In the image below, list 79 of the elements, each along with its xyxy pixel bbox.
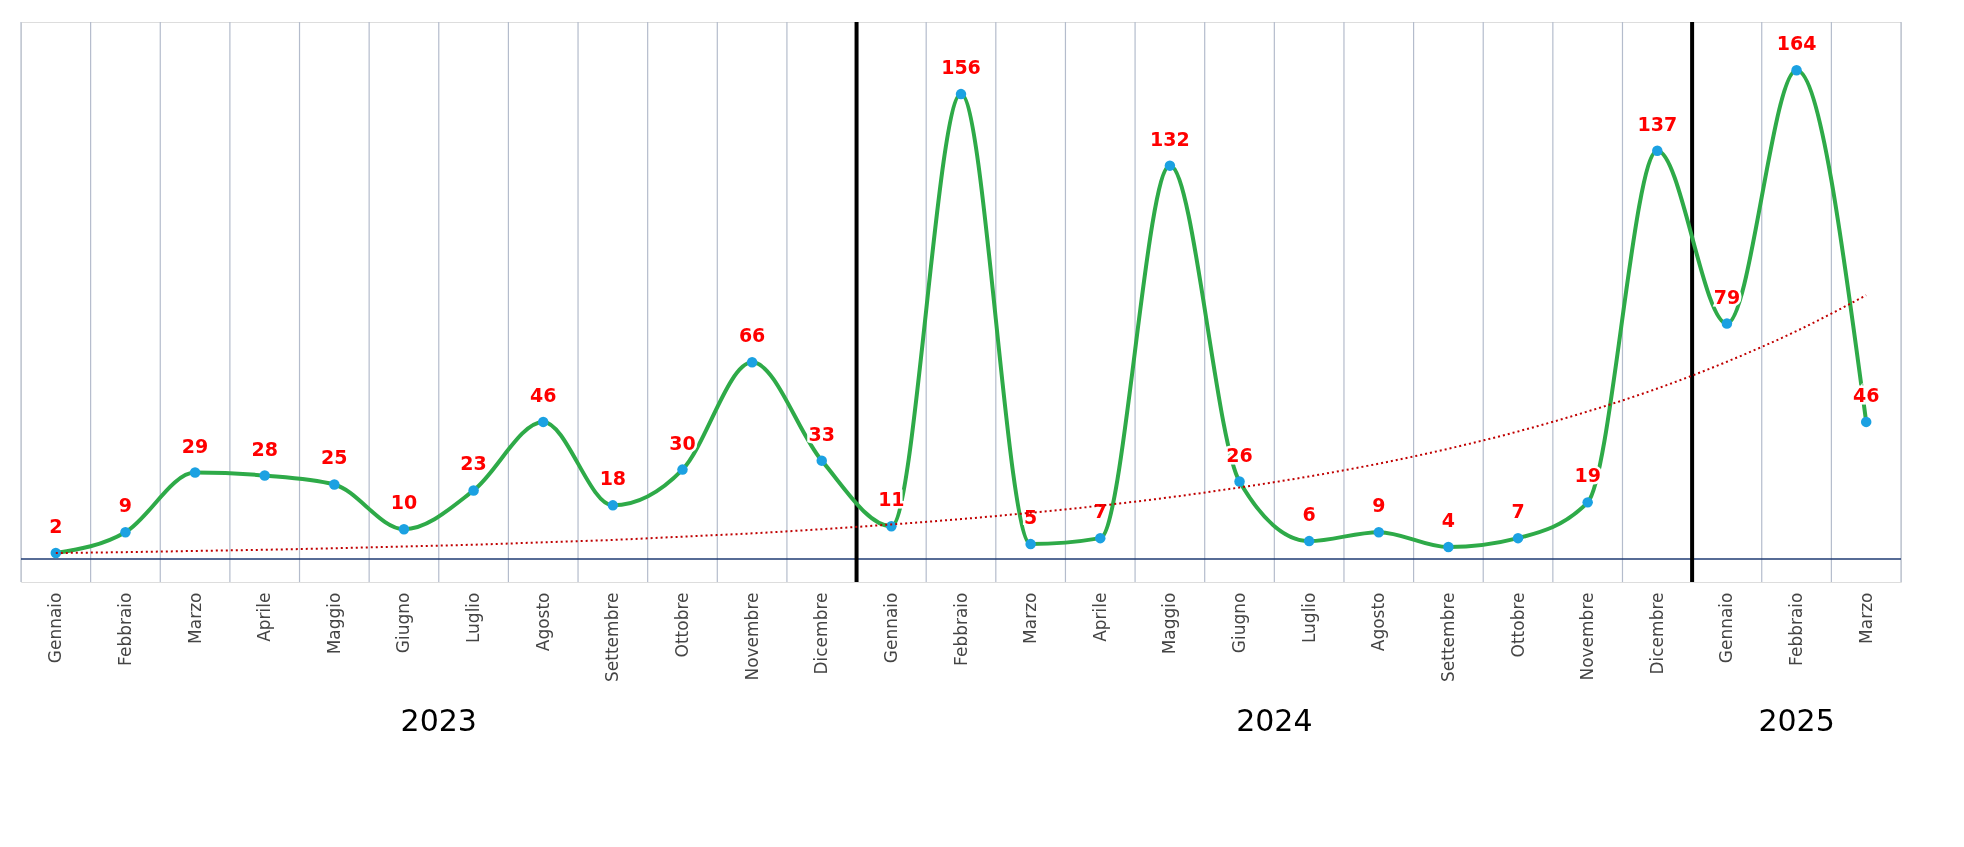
data-label: 137 xyxy=(1637,112,1678,135)
x-tick-label: Settembre xyxy=(602,592,623,682)
point xyxy=(1303,535,1315,547)
x-tick-label: Giugno xyxy=(393,592,414,654)
text: 2023 xyxy=(400,703,477,738)
point xyxy=(1443,541,1454,553)
data-label: 5 xyxy=(1024,506,1038,529)
point xyxy=(189,467,201,478)
x-tick-label: Luglio xyxy=(463,592,484,644)
data-label: 66 xyxy=(738,324,766,347)
point xyxy=(816,455,827,466)
text: 2024 xyxy=(1236,703,1313,738)
point xyxy=(537,416,549,428)
data-label: 18 xyxy=(599,467,627,490)
point xyxy=(1652,145,1663,156)
data-label: 46 xyxy=(530,383,557,406)
x-tick-label: Ottobre xyxy=(671,592,692,658)
data-label: 7 xyxy=(1093,500,1107,523)
point xyxy=(1860,416,1872,428)
x-tick-label: Giugno xyxy=(1229,592,1250,654)
data-label: 164 xyxy=(1776,32,1817,55)
point xyxy=(955,88,967,100)
x-tick-label: Marzo xyxy=(1855,592,1876,644)
data-label: 2 xyxy=(49,515,63,538)
x-tick-label: Novembre xyxy=(741,592,762,681)
x-tick-label: Marzo xyxy=(1020,592,1041,644)
point xyxy=(746,357,758,368)
point xyxy=(677,464,688,475)
x-tick-label: Settembre xyxy=(1437,592,1458,682)
x-tick-label: Maggio xyxy=(323,592,344,655)
data-label: 10 xyxy=(390,491,418,514)
data-label: 156 xyxy=(941,56,981,79)
data-label: 33 xyxy=(808,422,835,445)
point xyxy=(120,526,131,538)
point xyxy=(1512,532,1524,544)
point xyxy=(1025,538,1036,550)
x-tick-label: Maggio xyxy=(1159,592,1180,655)
x-tick-label: Novembre xyxy=(1577,592,1598,681)
text: 2025 xyxy=(1758,703,1835,738)
data-label: 29 xyxy=(181,434,209,457)
point xyxy=(398,523,410,535)
data-label: 28 xyxy=(251,437,278,460)
x-tick-label: Dicembre xyxy=(811,592,832,675)
point xyxy=(50,547,62,559)
point xyxy=(1721,318,1733,329)
x-tick-label: Aprile xyxy=(254,592,275,642)
x-tick-label: Gennaio xyxy=(45,592,66,664)
x-tick-label: Febbraio xyxy=(1786,592,1807,666)
data-label: 25 xyxy=(321,446,348,469)
x-tick-label: Febbraio xyxy=(950,592,971,666)
x-tick-label: Agosto xyxy=(532,592,553,652)
point xyxy=(1791,65,1802,76)
data-label: 9 xyxy=(1372,494,1386,517)
data-label: 9 xyxy=(118,494,133,517)
data-label: 132 xyxy=(1150,127,1190,150)
x-tick-label: Aprile xyxy=(1089,592,1110,642)
point xyxy=(1095,532,1106,544)
x-tick-label: Agosto xyxy=(1368,592,1389,652)
point xyxy=(1164,160,1176,171)
data-label: 4 xyxy=(1441,509,1456,532)
point xyxy=(329,479,340,490)
x-tick-label: Gennaio xyxy=(880,592,901,664)
point xyxy=(468,485,479,496)
x-tick-label: Marzo xyxy=(184,592,205,644)
point xyxy=(607,500,619,511)
point xyxy=(1234,476,1245,487)
x-tick-label: Gennaio xyxy=(1716,592,1737,664)
data-label: 23 xyxy=(460,452,487,475)
data-label: 6 xyxy=(1302,503,1316,526)
x-tick-label: Ottobre xyxy=(1507,592,1528,658)
data-label: 30 xyxy=(669,431,696,454)
data-label: 7 xyxy=(1511,500,1525,523)
x-tick-label: Luglio xyxy=(1298,592,1319,644)
x-tick-label: Dicembre xyxy=(1646,592,1667,675)
data-label: 79 xyxy=(1713,285,1741,308)
point xyxy=(259,470,270,481)
x-tick-label: Febbraio xyxy=(114,592,135,666)
point xyxy=(1373,526,1385,538)
point xyxy=(1582,497,1593,508)
